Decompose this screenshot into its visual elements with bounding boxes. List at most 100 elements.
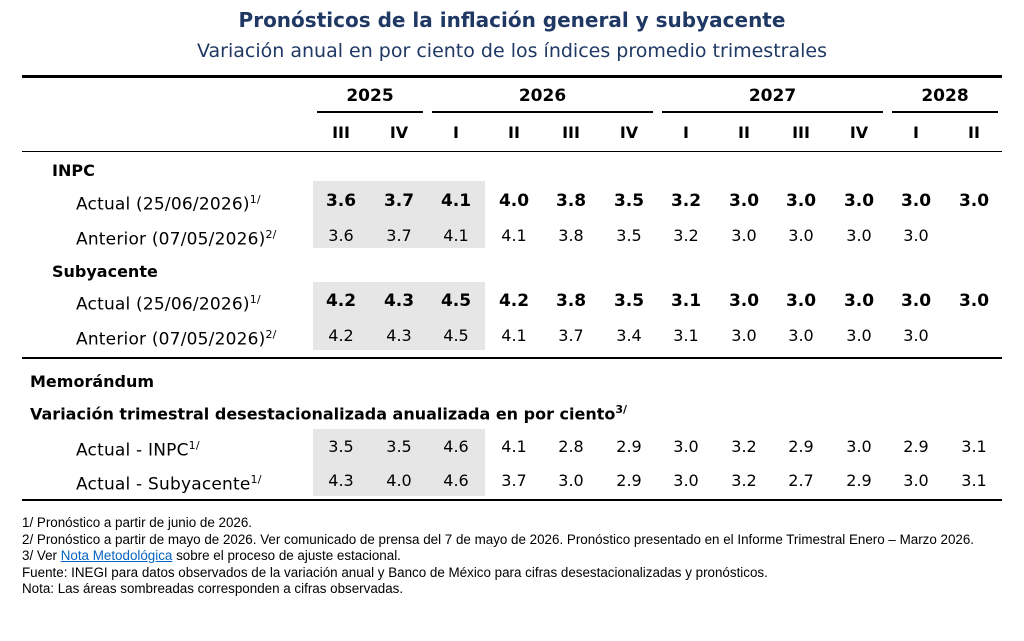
year-underline-2028 [892, 111, 998, 113]
table-cell: 3.0 [958, 291, 990, 311]
row-label-text: Actual (25/06/2026) [76, 294, 250, 315]
row-label: Actual - Subyacente1/ [76, 473, 262, 495]
quarter-header: II [738, 123, 750, 142]
table-cell: 4.2 [325, 291, 357, 311]
table-cell: 2.9 [846, 471, 872, 490]
row-label-text: Actual - Subyacente [76, 474, 251, 495]
table-cell: 3.7 [501, 471, 527, 490]
table-cell: 3.1 [961, 471, 987, 490]
row-label-note: 1/ [249, 193, 261, 206]
year-header-2028: 2028 [921, 86, 969, 106]
table-cell: 3.1 [670, 291, 702, 311]
quarter-header: II [968, 123, 980, 142]
table-cell: 4.5 [440, 291, 472, 311]
table-cell: 4.3 [328, 471, 354, 490]
quarter-header: II [508, 123, 520, 142]
table-cell: 4.1 [443, 226, 469, 245]
memorandum-sublabel: Variación trimestral desestacionalizada … [30, 403, 627, 423]
table-cell: 3.0 [903, 471, 929, 490]
header-rule [22, 151, 1002, 152]
table-cell: 3.6 [328, 226, 354, 245]
table-cell: 3.1 [673, 326, 699, 345]
table-cell: 3.0 [903, 326, 929, 345]
table-cell: 3.2 [731, 437, 757, 456]
footnote-1: 1/ Pronóstico a partir de junio de 2026. [22, 515, 253, 530]
table-cell: 3.7 [558, 326, 584, 345]
table-cell: 3.0 [731, 326, 757, 345]
table-cell: 3.8 [558, 226, 584, 245]
table-cell: 3.8 [555, 191, 587, 211]
observed-shade [313, 429, 485, 496]
quarter-header: I [683, 123, 689, 142]
table-cell: 3.5 [613, 191, 645, 211]
year-header-2027: 2027 [748, 86, 797, 106]
memorandum-label: Memorándum [30, 372, 155, 391]
table-cell: 3.0 [846, 226, 872, 245]
year-underline-2025 [317, 111, 423, 113]
table-cell: 4.1 [501, 226, 527, 245]
footnotes: 1/ Pronóstico a partir de junio de 2026.… [22, 515, 1012, 598]
row-label-text: Anterior (07/05/2026) [76, 329, 266, 350]
table-cell: 4.6 [443, 471, 469, 490]
table-cell: 4.2 [498, 291, 530, 311]
shading-note: Nota: Las áreas sombreadas corresponden … [22, 581, 404, 596]
table-cell: 4.6 [443, 437, 469, 456]
table-cell: 3.2 [670, 191, 702, 211]
row-label: Actual (25/06/2026)1/ [76, 193, 261, 215]
table-cell: 3.0 [843, 291, 875, 311]
table-cell: 3.0 [785, 191, 817, 211]
section-label-subyacente: Subyacente [52, 262, 158, 281]
table-cell: 2.9 [616, 437, 642, 456]
table-cell: 4.3 [386, 326, 412, 345]
table-cell: 4.0 [386, 471, 412, 490]
observed-shade [313, 282, 485, 350]
table-cell: 3.0 [900, 191, 932, 211]
row-label-text: Actual (25/06/2026) [76, 194, 250, 215]
table-cell: 3.0 [673, 471, 699, 490]
table-cell: 3.6 [325, 191, 357, 211]
table-cell: 3.5 [386, 437, 412, 456]
row-label-note: 1/ [249, 293, 261, 306]
table-cell: 4.1 [501, 326, 527, 345]
table-cell: 3.0 [731, 226, 757, 245]
table-cell: 3.0 [846, 326, 872, 345]
table-cell: 4.0 [498, 191, 530, 211]
table-cell: 3.0 [788, 326, 814, 345]
row-label-text: Actual - INPC [76, 440, 189, 461]
table-cell: 3.5 [616, 226, 642, 245]
year-header-2025: 2025 [346, 86, 394, 106]
chart-subtitle: Variación anual en por ciento de los índ… [197, 40, 827, 62]
table-cell: 4.1 [501, 437, 527, 456]
table-cell: 3.5 [613, 291, 645, 311]
table-cell: 3.0 [846, 437, 872, 456]
nota-metodologica-link[interactable]: Nota Metodológica [60, 548, 173, 563]
table-cell: 2.9 [903, 437, 929, 456]
table-cell: 3.0 [958, 191, 990, 211]
table-cell: 3.0 [673, 437, 699, 456]
table-cell: 2.9 [788, 437, 814, 456]
footnote-3: 3/ Ver Nota Metodológica sobre el proces… [22, 548, 1012, 565]
row-label: Anterior (07/05/2026)2/ [76, 228, 277, 250]
memorandum-sublabel-note: 3/ [615, 403, 628, 416]
table-cell: 4.5 [443, 326, 469, 345]
quarter-header: I [913, 123, 919, 142]
table-cell: 2.8 [558, 437, 584, 456]
table-cell: 4.3 [383, 291, 415, 311]
table-cell: 3.5 [328, 437, 354, 456]
table-cell: 4.2 [328, 326, 354, 345]
quarter-header: IV [849, 123, 869, 142]
year-underline-2027 [662, 111, 883, 113]
table-cell: 3.0 [728, 191, 760, 211]
bottom-rule [22, 499, 1002, 501]
row-label: Actual (25/06/2026)1/ [76, 293, 261, 315]
row-label-note: 1/ [250, 473, 262, 486]
footnote-2: 2/ Pronóstico a partir de mayo de 2026. … [22, 531, 975, 547]
table-cell: 2.9 [616, 471, 642, 490]
table-cell: 4.1 [440, 191, 472, 211]
table-cell: 3.8 [555, 291, 587, 311]
chart-title: Pronósticos de la inflación general y su… [238, 8, 786, 32]
table-cell: 3.7 [383, 191, 415, 211]
table-cell: 3.0 [903, 226, 929, 245]
footnote-3-prefix: 3/ Ver [22, 548, 61, 563]
table-cell: 2.7 [788, 471, 814, 490]
